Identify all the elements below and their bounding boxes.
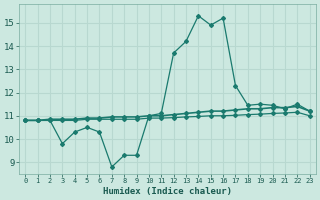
X-axis label: Humidex (Indice chaleur): Humidex (Indice chaleur) — [103, 187, 232, 196]
